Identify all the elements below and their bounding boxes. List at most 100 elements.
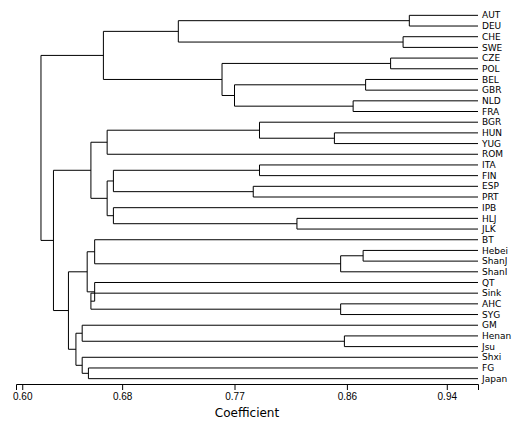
leaf-label: BEL xyxy=(482,75,499,85)
leaf-line xyxy=(297,218,478,219)
leaf-line xyxy=(259,122,478,123)
leaf-label: Japan xyxy=(481,374,507,384)
leaf-label: Shxi xyxy=(482,352,501,362)
leaf-label: ShanI xyxy=(482,267,507,277)
x-tick-mark xyxy=(235,384,236,390)
leaf-label: SWE xyxy=(482,43,503,53)
leaf-label: QT xyxy=(482,278,495,288)
dendrogram xyxy=(41,15,478,378)
leaf-line xyxy=(82,357,478,358)
branch-line xyxy=(222,63,391,64)
branch-line xyxy=(235,84,366,85)
leaf-label: GBR xyxy=(482,85,501,95)
leaf-line xyxy=(253,197,478,198)
branch-line xyxy=(68,349,75,350)
branch-line xyxy=(91,198,107,199)
branch-line xyxy=(178,42,403,43)
leaf-label: ROM xyxy=(482,149,503,159)
branch-line xyxy=(91,309,341,310)
leaf-line xyxy=(403,36,478,37)
leaf-label: IPB xyxy=(482,203,496,213)
leaf-line xyxy=(366,79,478,80)
branch-line xyxy=(68,271,87,272)
x-tick: 0.68 xyxy=(113,384,133,402)
branch-line xyxy=(82,341,344,342)
leaf-label: AHC xyxy=(482,299,501,309)
x-tick-label: 0.94 xyxy=(438,391,458,402)
leaf-line xyxy=(391,68,478,69)
branch-line xyxy=(259,138,334,139)
leaf-line xyxy=(253,186,478,187)
leaf-labels: AUTDEUCHESWECZEPOLBELGBRNLDFRABGRHUNYUGR… xyxy=(481,10,511,383)
leaf-line xyxy=(107,154,478,155)
x-tick-label: 0.68 xyxy=(113,391,133,402)
leaf-line xyxy=(344,335,478,336)
branch-line xyxy=(41,55,103,56)
x-axis: 0.60 0.68 0.77 0.86 0.94 xyxy=(13,384,478,402)
branch-line xyxy=(87,291,94,292)
branch-line xyxy=(91,301,95,302)
x-tick: 0.86 xyxy=(338,384,358,402)
plot: 0.600.680.770.860.94CoefficientAUTDEUCHE… xyxy=(13,10,511,420)
x-tick: 0.77 xyxy=(225,384,245,402)
leaf-line xyxy=(259,175,478,176)
leaf-label: HUN xyxy=(482,128,502,138)
leaf-line xyxy=(95,239,478,240)
chart: 0.600.680.770.860.94CoefficientAUTDEUCHE… xyxy=(0,0,526,424)
leaf-label: FIN xyxy=(482,171,497,181)
leaf-line xyxy=(409,15,478,16)
leaf-line xyxy=(341,314,478,315)
leaf-line xyxy=(297,229,478,230)
leaf-label: CZE xyxy=(482,53,500,63)
branch-line xyxy=(103,79,222,80)
x-tick-mark xyxy=(347,384,348,390)
leaf-line xyxy=(113,207,478,208)
leaf-label: DEU xyxy=(482,21,501,31)
branch-line xyxy=(341,255,363,256)
leaf-label: Hebei xyxy=(482,246,508,256)
leaf-line xyxy=(334,132,478,133)
leaf-line xyxy=(353,100,478,101)
leaf-label: Henan xyxy=(482,331,511,341)
leaf-line xyxy=(88,378,478,379)
leaf-line xyxy=(88,367,478,368)
branch-line xyxy=(53,310,68,311)
branch-line xyxy=(178,20,409,21)
leaf-line xyxy=(91,293,478,294)
leaf-label: ITA xyxy=(482,160,496,170)
leaf-label: POL xyxy=(482,64,500,74)
leaf-line xyxy=(391,58,478,59)
x-tick: 0.94 xyxy=(438,384,458,402)
branch-line xyxy=(107,180,113,181)
leaf-label: GM xyxy=(482,320,497,330)
branch-line xyxy=(76,333,82,334)
x-tick-mark xyxy=(22,384,23,390)
x-axis-line xyxy=(17,385,479,391)
x-tick-label: 0.86 xyxy=(338,391,358,402)
leaf-label: PRT xyxy=(482,192,499,202)
branch-line xyxy=(107,215,113,216)
leaf-line xyxy=(409,26,478,27)
branch-line xyxy=(87,251,94,252)
branch-line xyxy=(113,223,297,224)
leaf-line xyxy=(344,346,478,347)
branch-line xyxy=(113,170,259,171)
join-line xyxy=(40,55,41,240)
leaf-label: SYG xyxy=(482,310,500,320)
leaf-label: YUG xyxy=(481,139,501,149)
leaf-label: ShanJ xyxy=(482,256,507,266)
leaf-label: ESP xyxy=(482,181,499,191)
x-tick-mark xyxy=(122,384,123,390)
branch-line xyxy=(107,130,259,131)
leaf-label: BT xyxy=(482,235,494,245)
branch-line xyxy=(53,170,90,171)
branch-line xyxy=(95,263,341,264)
leaf-line xyxy=(366,90,478,91)
leaf-label: NLD xyxy=(482,96,501,106)
leaf-line xyxy=(334,143,478,144)
leaf-line xyxy=(95,282,478,283)
x-tick: 0.60 xyxy=(13,384,33,402)
branch-line xyxy=(113,191,253,192)
branch-line xyxy=(76,365,82,366)
leaf-line xyxy=(363,261,478,262)
